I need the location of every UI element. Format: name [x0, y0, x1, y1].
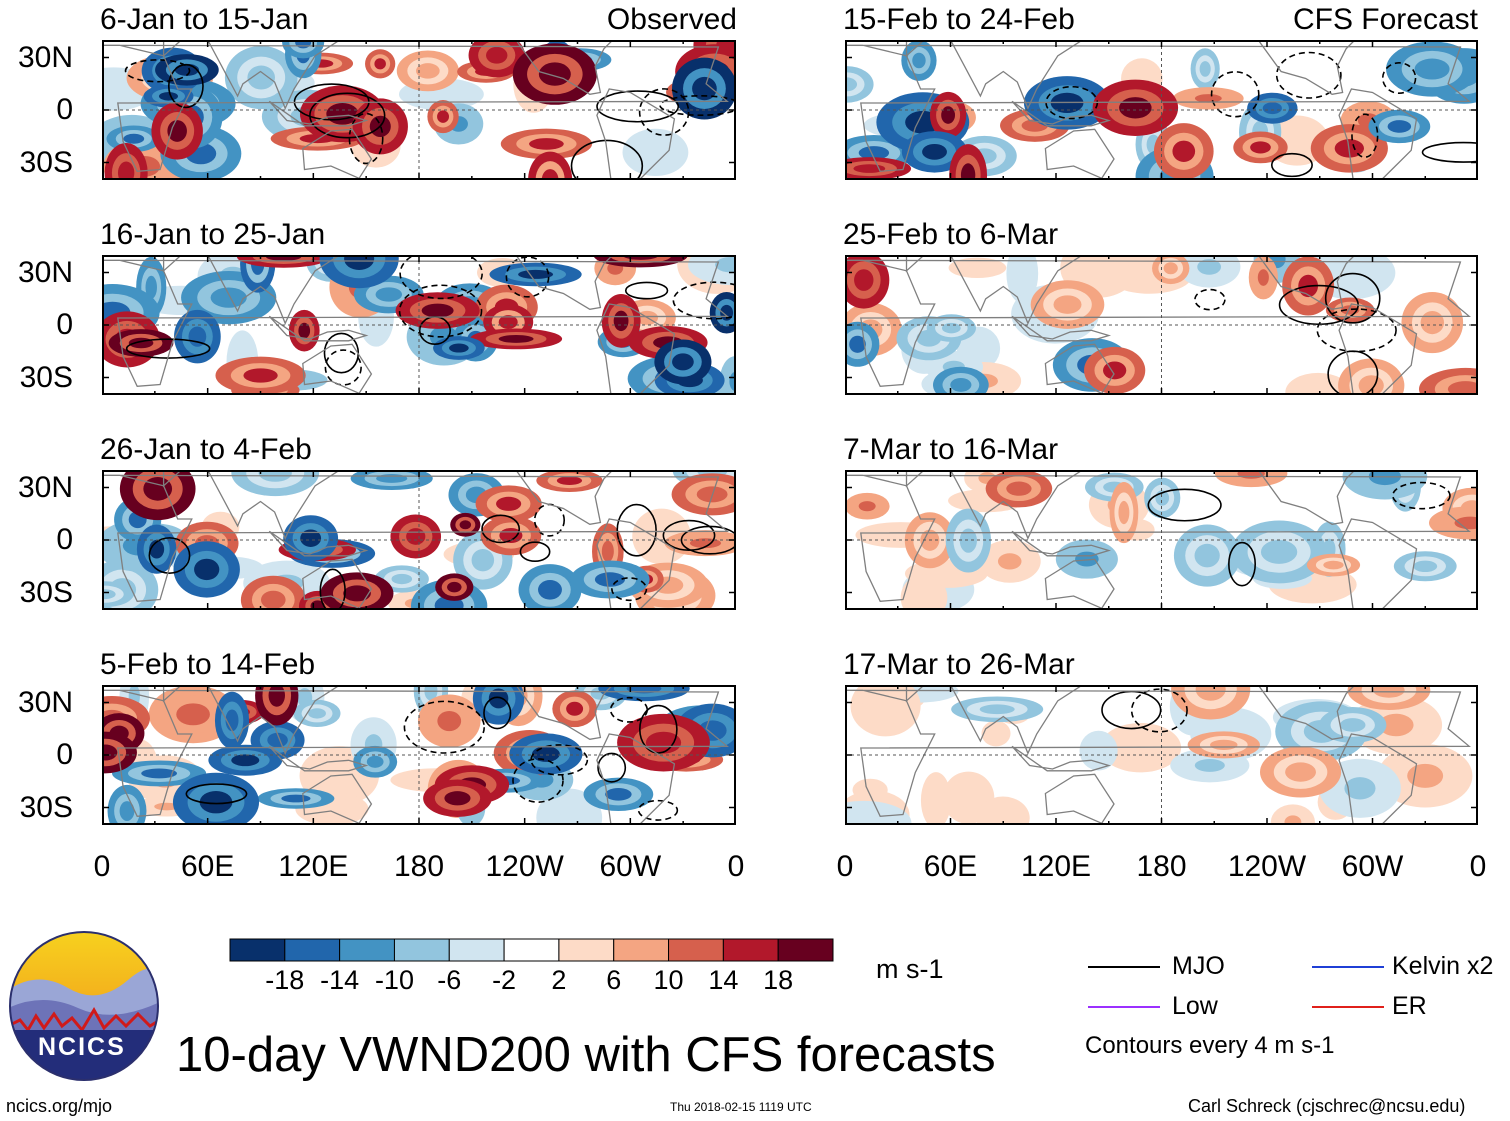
colorbar-label-4: -2 [492, 965, 517, 995]
chart-title: 10-day VWND200 with CFS forecasts [176, 1028, 996, 1082]
x-tick-label-obs-6: 0 [727, 850, 745, 883]
y-tick-label-row2-2: 30S [19, 360, 73, 394]
legend-line-mjo [1088, 966, 1160, 968]
y-tick-label-row3-2: 30S [19, 575, 73, 609]
forecast-label: CFS Forecast [1292, 3, 1478, 36]
y-tick-label-row3-0: 30N [17, 470, 73, 504]
x-tick-label-obs-3: 180 [393, 850, 445, 883]
contour-note: Contours every 4 m s-1 [1085, 1032, 1335, 1059]
legend-label-er: ER [1392, 992, 1427, 1020]
colorbar-label-6: 6 [606, 965, 622, 995]
panel-title-fcst-3: 7-Mar to 16-Mar [843, 433, 1059, 466]
colorbar-box-6 [558, 938, 615, 962]
colorbar-label-1: -14 [320, 965, 360, 995]
colorbar-label-8: 14 [708, 965, 739, 995]
colorbar-label-9: 18 [763, 965, 794, 995]
x-tick-label-obs-0: 0 [93, 850, 111, 883]
colorbar-label-7: 10 [653, 965, 684, 995]
y-tick-label-row4-2: 30S [19, 790, 73, 824]
footer-timestamp: Thu 2018-02-15 1119 UTC [670, 1100, 812, 1114]
ncics-logo [9, 931, 159, 1081]
x-tick-label-obs-2: 120E [278, 850, 349, 883]
x-tick-label-fcst-2: 120E [1020, 850, 1092, 883]
colorbar-box-4 [448, 938, 505, 962]
footer-website[interactable]: ncics.org/mjo [6, 1096, 113, 1116]
observed-map-panel-2 [102, 255, 736, 395]
legend-label-mjo: MJO [1172, 952, 1225, 980]
colorbar-box-2 [339, 938, 395, 962]
logo-text: NCICS [38, 1033, 126, 1061]
legend-line-er [1312, 1006, 1384, 1008]
observed-label: Observed [606, 3, 737, 36]
x-tick-label-obs-5: 60W [599, 850, 662, 883]
y-tick-label-row1-2: 30S [19, 145, 73, 179]
colorbar-box-10 [777, 938, 834, 962]
y-tick-label-row1-1: 0 [56, 93, 73, 126]
x-tick-label-fcst-1: 60E [923, 850, 978, 883]
legend-line-low [1088, 1006, 1160, 1008]
forecast-map-panel-2 [845, 255, 1478, 395]
x-tick-label-obs-4: 120W [485, 850, 564, 883]
panel-title-obs-4: 5-Feb to 14-Feb [100, 648, 316, 681]
forecast-map-panel-1 [845, 40, 1478, 180]
observed-map-panel-1 [102, 40, 736, 180]
colorbar-label-0: -18 [265, 965, 305, 995]
colorbar-label-5: 2 [551, 965, 567, 995]
y-tick-label-row2-0: 30N [17, 255, 73, 289]
y-tick-label-row4-0: 30N [17, 685, 73, 719]
panel-title-obs-2: 16-Jan to 25-Jan [100, 218, 326, 251]
colorbar-box-1 [284, 938, 341, 962]
colorbar-box-9 [722, 938, 779, 962]
footer-author: Carl Schreck (cjschrec@ncsu.edu) [1188, 1096, 1466, 1116]
y-tick-label-row2-1: 0 [56, 308, 73, 341]
panel-title-obs-1: 6-Jan to 15-Jan [100, 3, 309, 36]
legend-label-low: Low [1172, 992, 1218, 1020]
units-label: m s-1 [876, 954, 944, 984]
x-tick-label-obs-1: 60E [180, 850, 235, 883]
panel-title-fcst-1: 15-Feb to 24-Feb [843, 3, 1075, 36]
panel-title-fcst-4: 17-Mar to 26-Mar [843, 648, 1075, 681]
panel-title-obs-3: 26-Jan to 4-Feb [100, 433, 312, 466]
observed-map-panel-4 [102, 685, 736, 825]
colorbar-box-3 [393, 938, 450, 962]
forecast-map-panel-4 [845, 685, 1478, 825]
x-tick-label-fcst-4: 120W [1227, 850, 1307, 883]
x-tick-label-fcst-0: 0 [836, 850, 854, 883]
colorbar-label-3: -6 [437, 965, 462, 995]
panel-title-fcst-2: 25-Feb to 6-Mar [843, 218, 1059, 251]
colorbar-box-0 [229, 938, 286, 962]
y-tick-label-row4-1: 0 [56, 738, 73, 771]
x-tick-label-fcst-3: 180 [1136, 850, 1187, 883]
forecast-map-panel-3 [845, 470, 1478, 610]
legend-line-kelvin [1312, 966, 1384, 968]
colorbar-label-2: -10 [374, 965, 414, 995]
y-tick-label-row3-1: 0 [56, 523, 73, 556]
x-tick-label-fcst-5: 60W [1341, 850, 1404, 883]
y-tick-label-row1-0: 30N [17, 40, 73, 74]
observed-map-panel-3 [102, 470, 736, 610]
colorbar-box-7 [613, 938, 670, 962]
x-tick-label-fcst-6: 0 [1469, 850, 1487, 883]
colorbar-box-5 [503, 938, 560, 962]
colorbar-box-8 [668, 938, 724, 962]
legend-label-kelvin: Kelvin x2 [1392, 952, 1494, 980]
